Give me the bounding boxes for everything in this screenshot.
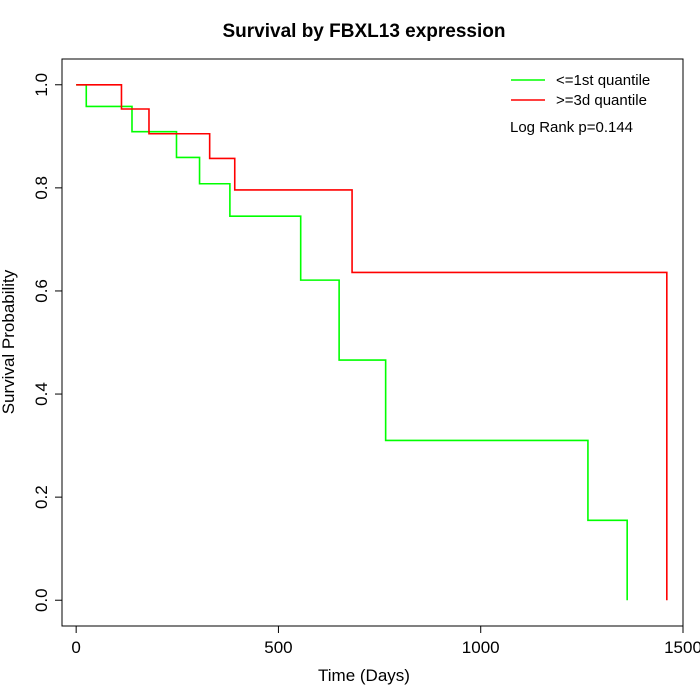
legend-label-1: >=3d quantile [556,92,647,109]
legend-label-0: <=1st quantile [556,72,650,89]
y-axis: 0.0 0.2 0.4 0.6 0.8 1.0 [32,73,63,612]
x-tick-label: 0 [71,638,80,657]
y-tick-label: 0.6 [32,279,51,303]
x-axis-label: Time (Days) [318,666,410,685]
x-tick-label: 1000 [462,638,500,657]
y-tick-label: 0.4 [32,382,51,406]
series-1-line [76,83,668,601]
series-0-line [76,83,628,601]
x-tick-label: 500 [264,638,292,657]
series-layer [76,83,668,601]
chart-title: Survival by FBXL13 expression [222,21,505,42]
x-axis: 0 500 1000 1500 [71,625,700,657]
log-rank-annotation: Log Rank p=0.144 [510,119,633,136]
legend: <=1st quantile >=3d quantile [511,72,650,109]
y-tick-label: 0.2 [32,485,51,509]
y-tick-label: 0.8 [32,176,51,200]
y-tick-label: 1.0 [32,73,51,97]
y-tick-label: 0.0 [32,588,51,612]
plot-frame [61,58,684,627]
x-tick-label: 1500 [664,638,700,657]
y-axis-label: Survival Probability [0,269,18,414]
